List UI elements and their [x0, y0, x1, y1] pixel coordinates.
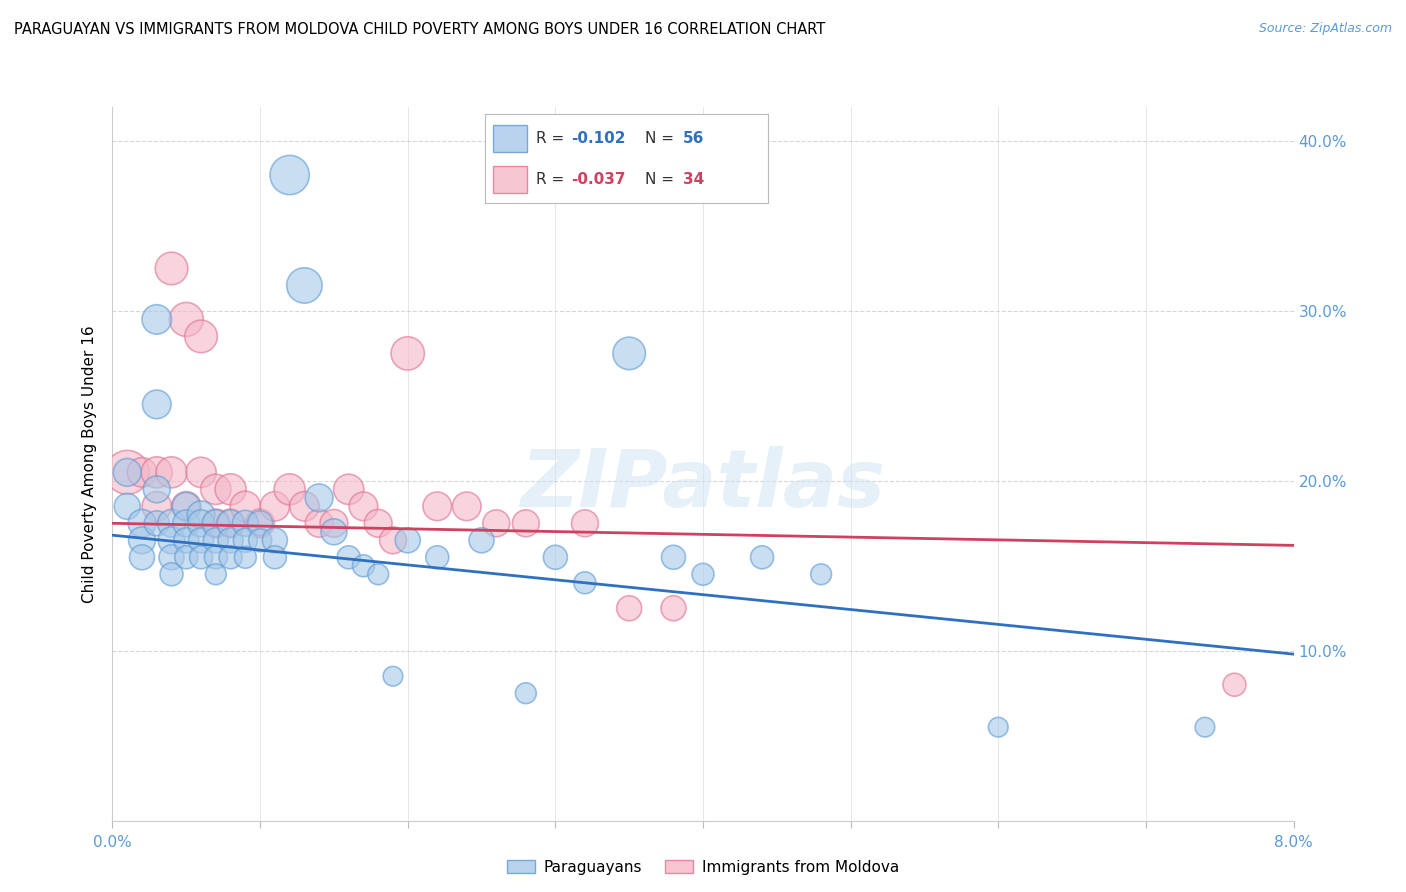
- Legend: Paraguayans, Immigrants from Moldova: Paraguayans, Immigrants from Moldova: [501, 854, 905, 880]
- Point: [544, 550, 567, 565]
- Point: [323, 524, 346, 539]
- Point: [174, 500, 197, 514]
- Point: [174, 550, 197, 565]
- Point: [292, 278, 315, 293]
- Point: [426, 500, 449, 514]
- Text: ZIPatlas: ZIPatlas: [520, 446, 886, 524]
- Point: [190, 550, 212, 565]
- Point: [146, 312, 169, 326]
- Point: [190, 533, 212, 548]
- Point: [426, 550, 449, 565]
- Point: [219, 483, 242, 497]
- Point: [205, 567, 228, 582]
- Point: [810, 567, 832, 582]
- Point: [146, 516, 169, 531]
- Text: PARAGUAYAN VS IMMIGRANTS FROM MOLDOVA CHILD POVERTY AMONG BOYS UNDER 16 CORRELAT: PARAGUAYAN VS IMMIGRANTS FROM MOLDOVA CH…: [14, 22, 825, 37]
- Point: [174, 533, 197, 548]
- Point: [174, 516, 197, 531]
- Point: [219, 516, 242, 531]
- Point: [160, 466, 183, 480]
- Point: [205, 516, 228, 531]
- Point: [308, 491, 330, 505]
- Point: [367, 516, 389, 531]
- Point: [131, 550, 153, 565]
- Point: [205, 516, 228, 531]
- Point: [249, 516, 271, 531]
- Point: [515, 686, 537, 700]
- Point: [1223, 678, 1246, 692]
- Point: [146, 500, 169, 514]
- Point: [205, 550, 228, 565]
- Point: [160, 516, 183, 531]
- Point: [662, 550, 685, 565]
- Point: [278, 483, 301, 497]
- Point: [131, 466, 153, 480]
- Point: [367, 567, 389, 582]
- Point: [131, 533, 153, 548]
- Point: [205, 483, 228, 497]
- Y-axis label: Child Poverty Among Boys Under 16: Child Poverty Among Boys Under 16: [82, 325, 97, 603]
- Point: [146, 483, 169, 497]
- Point: [190, 466, 212, 480]
- Point: [1194, 720, 1216, 734]
- Point: [292, 500, 315, 514]
- Text: Source: ZipAtlas.com: Source: ZipAtlas.com: [1258, 22, 1392, 36]
- Point: [396, 533, 419, 548]
- Point: [219, 516, 242, 531]
- Point: [264, 550, 287, 565]
- Point: [323, 516, 346, 531]
- Point: [456, 500, 478, 514]
- Point: [131, 516, 153, 531]
- Point: [233, 500, 256, 514]
- Point: [174, 312, 197, 326]
- Point: [160, 550, 183, 565]
- Point: [205, 533, 228, 548]
- Point: [485, 516, 508, 531]
- Point: [396, 346, 419, 360]
- Point: [574, 575, 596, 590]
- Point: [692, 567, 714, 582]
- Point: [233, 550, 256, 565]
- Point: [117, 466, 138, 480]
- Point: [515, 516, 537, 531]
- Point: [619, 601, 641, 615]
- Point: [308, 516, 330, 531]
- Point: [174, 500, 197, 514]
- Point: [574, 516, 596, 531]
- Point: [751, 550, 773, 565]
- Point: [160, 567, 183, 582]
- Point: [352, 558, 374, 573]
- Point: [117, 500, 138, 514]
- Point: [249, 533, 271, 548]
- Point: [160, 533, 183, 548]
- Point: [619, 346, 641, 360]
- Point: [233, 533, 256, 548]
- Point: [471, 533, 494, 548]
- Point: [117, 466, 138, 480]
- Point: [146, 466, 169, 480]
- Point: [249, 516, 271, 531]
- Point: [278, 168, 301, 182]
- Point: [662, 601, 685, 615]
- Point: [146, 397, 169, 411]
- Point: [352, 500, 374, 514]
- Point: [190, 329, 212, 343]
- Point: [219, 550, 242, 565]
- Point: [382, 533, 405, 548]
- Point: [264, 500, 287, 514]
- Point: [190, 508, 212, 522]
- Point: [233, 516, 256, 531]
- Point: [264, 533, 287, 548]
- Point: [219, 533, 242, 548]
- Point: [337, 483, 360, 497]
- Point: [160, 261, 183, 276]
- Point: [987, 720, 1010, 734]
- Point: [382, 669, 405, 683]
- Point: [337, 550, 360, 565]
- Point: [190, 516, 212, 531]
